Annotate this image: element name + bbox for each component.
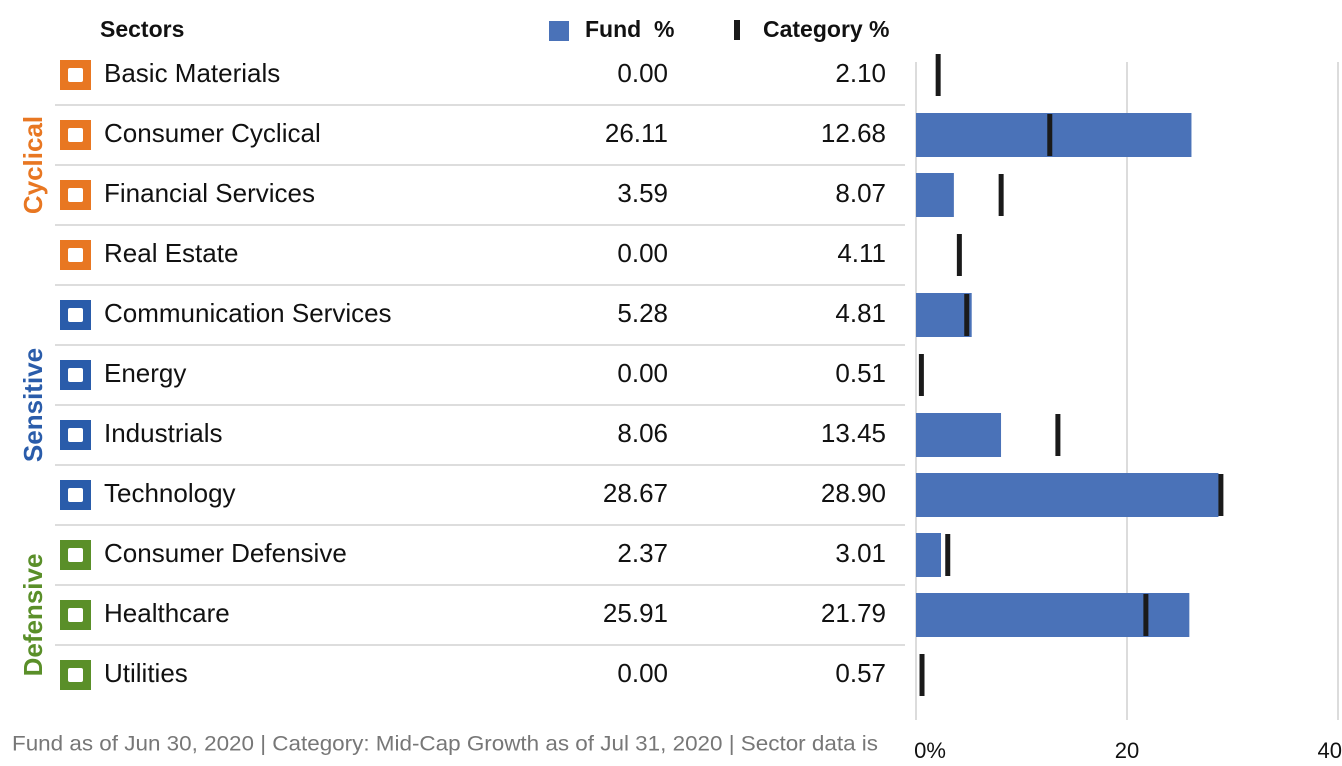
x-tick-label: 40 [1318,738,1342,763]
sector-icon-glyph [68,68,83,82]
category-value: 12.68 [821,118,886,148]
sector-icon-glyph [68,428,83,442]
category-value: 8.07 [835,178,886,208]
fund-value: 3.59 [617,178,668,208]
fund-value: 28.67 [603,478,668,508]
sector-icon-glyph [68,548,83,562]
group-label: Sensitive [18,348,48,462]
fund-value: 5.28 [617,298,668,328]
sector-icon-glyph [68,368,83,382]
sector-name: Utilities [104,658,188,688]
group-label: Defensive [18,554,48,677]
category-marker [945,534,951,576]
sector-icon-glyph [68,248,83,262]
category-value: 3.01 [835,538,886,568]
sector-name: Consumer Cyclical [104,118,321,148]
sector-icon-glyph [68,128,83,142]
category-marker [1055,414,1061,456]
x-tick-label: 0% [914,738,946,763]
sector-name: Consumer Defensive [104,538,347,568]
sector-icon-glyph [68,668,83,682]
category-value: 28.90 [821,478,886,508]
category-marker [935,54,941,96]
category-value: 0.51 [835,358,886,388]
category-marker [918,354,924,396]
fund-value: 26.11 [605,118,668,148]
sector-name: Financial Services [104,178,315,208]
fund-value: 2.37 [617,538,668,568]
category-marker [1047,114,1053,156]
x-tick-label: 20 [1115,738,1139,763]
category-value: 2.10 [835,58,886,88]
fund-value: 25.91 [603,598,668,628]
category-value: 4.11 [837,238,886,268]
category-marker [1218,474,1224,516]
category-marker [998,174,1004,216]
sector-icon-glyph [68,488,83,502]
fund-bar [916,413,1002,457]
sector-icon-glyph [68,608,83,622]
fund-legend-swatch [549,21,569,41]
sector-name: Technology [104,478,236,508]
sector-icon-glyph [68,308,83,322]
category-marker [956,234,962,276]
sector-name: Energy [104,358,186,388]
category-legend-swatch [734,20,740,40]
header-fund: Fund [585,16,641,42]
fund-bar [916,173,954,217]
fund-value: 0.00 [617,58,668,88]
fund-bar [916,533,942,577]
header-sectors: Sectors [100,16,184,42]
category-value: 0.57 [835,658,886,688]
sector-name: Healthcare [104,598,230,628]
group-label: Cyclical [18,116,48,214]
footnote: Fund as of Jun 30, 2020 | Category: Mid-… [12,733,878,756]
header-category: Category [763,16,863,42]
fund-bar [916,113,1192,157]
category-marker [919,654,925,696]
fund-value: 0.00 [617,358,668,388]
sector-name: Real Estate [104,238,238,268]
fund-value: 0.00 [617,658,668,688]
category-value: 4.81 [835,298,886,328]
fund-bar [916,293,972,337]
sector-name: Communication Services [104,298,392,328]
header-fund-unit: % [654,16,674,42]
fund-bar [916,473,1219,517]
category-marker [964,294,970,336]
category-marker [1143,594,1149,636]
header-category-unit: % [869,16,889,42]
sector-name: Industrials [104,418,223,448]
sector-name: Basic Materials [104,58,280,88]
category-value: 21.79 [821,598,886,628]
category-value: 13.45 [821,418,886,448]
fund-value: 8.06 [617,418,668,448]
sector-icon-glyph [68,188,83,202]
fund-value: 0.00 [617,238,668,268]
